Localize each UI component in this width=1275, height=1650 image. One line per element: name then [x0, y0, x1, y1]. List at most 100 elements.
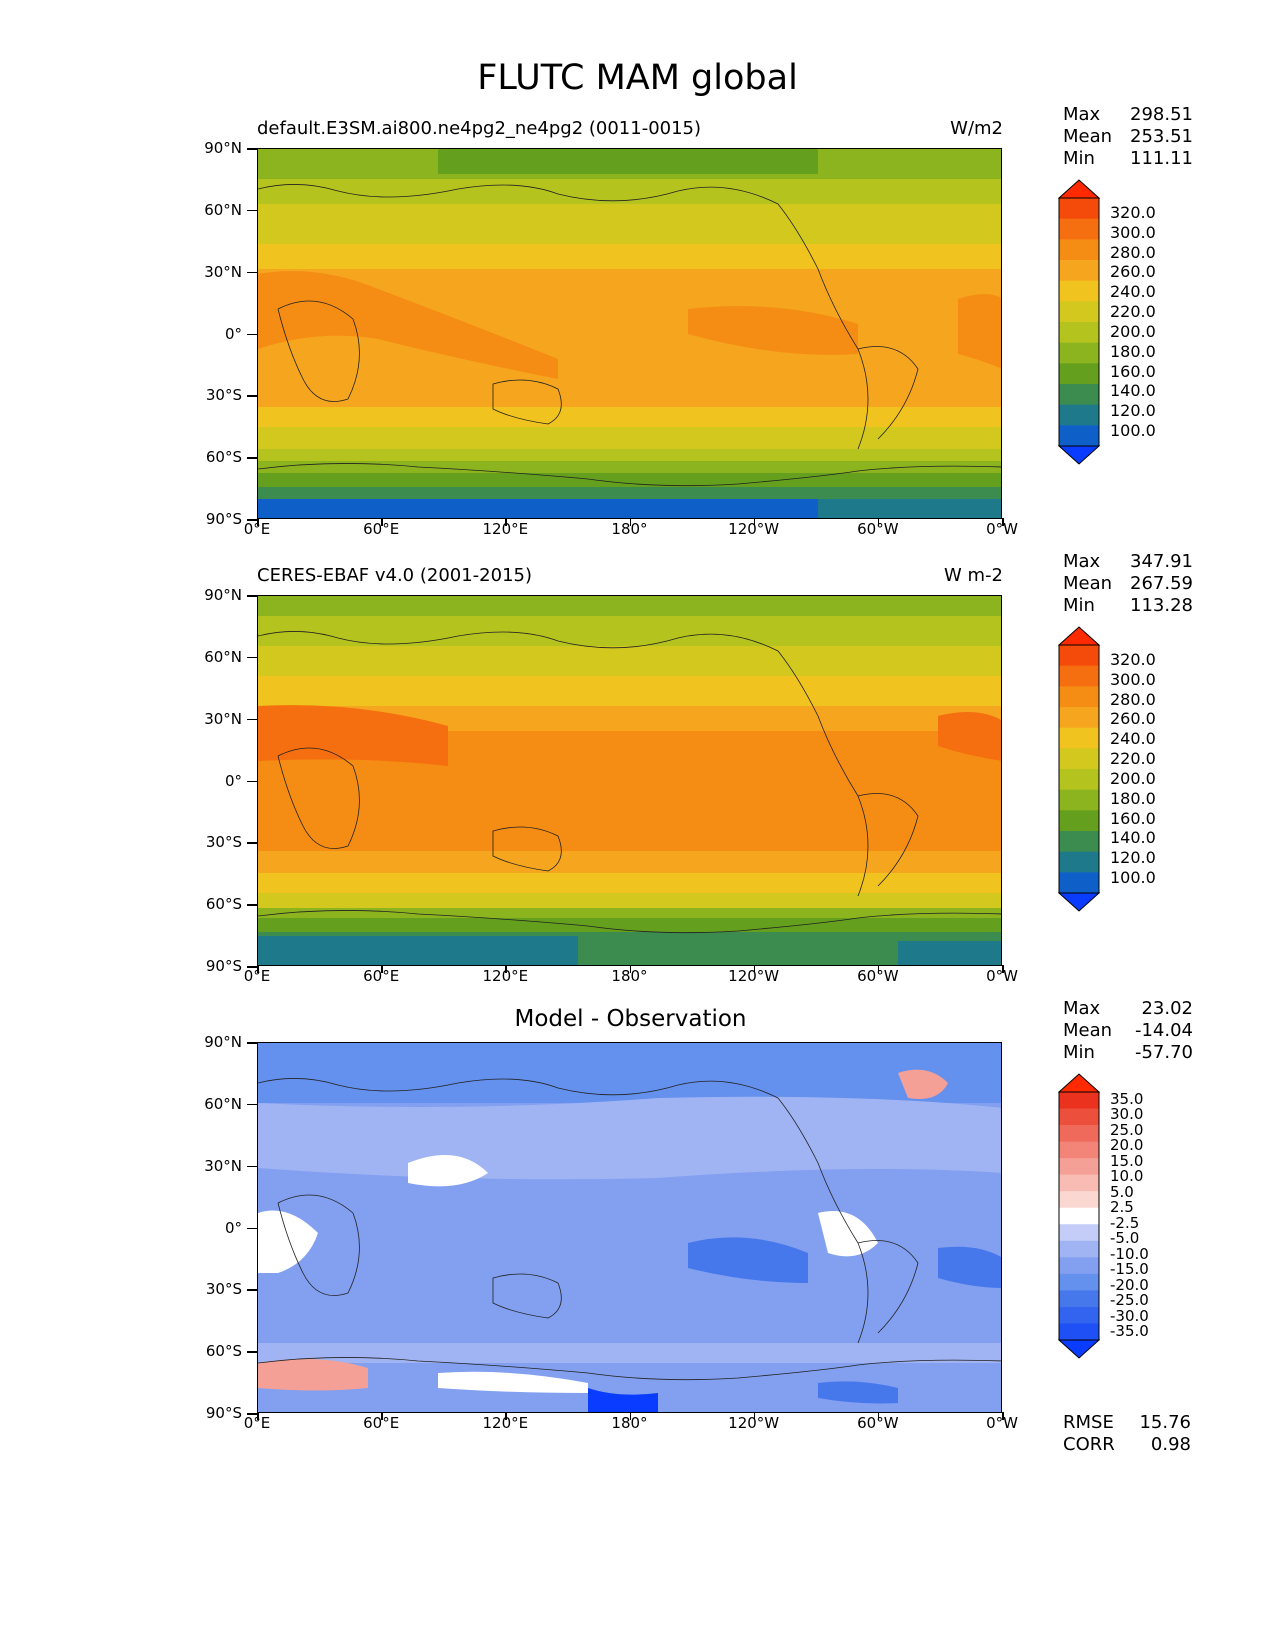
colorbar-tick-label: -30.0 — [1110, 1306, 1149, 1325]
lat-tick-label: 0° — [224, 771, 242, 790]
lon-tick — [381, 518, 383, 526]
metric-value: 15.76 — [1139, 1412, 1191, 1433]
colorbar-segment — [1059, 707, 1099, 729]
colorbar-tick-label: 180.0 — [1110, 788, 1156, 808]
colorbar-tick-label: 5.0 — [1110, 1182, 1134, 1201]
colorbar-max-extension — [1058, 1073, 1101, 1093]
lat-tick-label: 0° — [224, 1218, 242, 1237]
colorbar-tick-label: 15.0 — [1110, 1151, 1144, 1170]
colorbar-outline — [1058, 644, 1100, 894]
lat-tick-label: 0° — [224, 324, 242, 343]
lat-tick — [247, 1165, 257, 1168]
lon-tick — [877, 1412, 880, 1420]
lat-tick — [247, 966, 257, 968]
lat-tick-label: 30°N — [204, 709, 242, 728]
colorbar-segment — [1059, 198, 1099, 220]
metric-label: RMSE — [1063, 1412, 1114, 1433]
panel-left-label: default.E3SM.ai800.ne4pg2_ne4pg2 (0011-0… — [257, 118, 702, 139]
stat-label: Max — [1063, 104, 1101, 125]
lon-tick-label: 120°E — [482, 520, 529, 538]
stats-block: Max 347.91 Mean 267.59 Min 113.28 — [1063, 551, 1193, 617]
colorbar-tick-label: 180.0 — [1110, 341, 1156, 361]
colorbar-tick-label: 240.0 — [1110, 282, 1156, 302]
map-model-field — [258, 149, 1001, 518]
lon-tick — [257, 965, 259, 973]
colorbar-tick-label: -15.0 — [1110, 1260, 1149, 1279]
colorbar-tick-label: 120.0 — [1110, 848, 1156, 868]
lon-tick-label: 0°E — [243, 1414, 271, 1432]
colorbar-segment — [1059, 831, 1099, 853]
colorbar-segment — [1059, 1224, 1099, 1242]
stat-label: Max — [1063, 998, 1101, 1019]
colorbar-segment — [1059, 810, 1099, 832]
colorbar-segment — [1059, 748, 1099, 770]
stat-value: 111.11 — [1130, 148, 1193, 169]
colorbar-tick-label: 240.0 — [1110, 729, 1156, 749]
colorbar-segment — [1059, 851, 1099, 873]
panel-observation: CERES-EBAF v4.0 (2001-2015) W m-2 90°N 60… — [0, 551, 1275, 1005]
stat-label: Min — [1063, 148, 1095, 169]
stat-label: Min — [1063, 1042, 1095, 1063]
lat-tick-label: 90°S — [205, 957, 242, 975]
lat-tick-label: 30°N — [204, 262, 242, 281]
panel-center-label: Model - Observation — [514, 1006, 747, 1032]
colorbar-segment — [1059, 1092, 1099, 1110]
lon-tick — [877, 518, 880, 526]
lat-tick — [247, 842, 257, 844]
lon-tick-label: 120°E — [482, 1414, 529, 1432]
colorbar-max-extension — [1058, 626, 1101, 646]
lat-tick — [247, 333, 257, 335]
colorbar-tick-label: 100.0 — [1110, 421, 1156, 440]
lon-tick — [629, 965, 631, 973]
colorbar-tick-label: 320.0 — [1110, 650, 1156, 669]
colorbar-segment — [1059, 789, 1099, 811]
colorbar-tick-label: 260.0 — [1110, 709, 1156, 729]
lon-tick-label: 120°W — [728, 1414, 780, 1432]
colorbar-segment — [1059, 425, 1099, 447]
metrics-block: RMSE 15.76 CORR 0.98 — [1063, 1412, 1191, 1456]
lat-tick — [247, 656, 257, 659]
colorbar-tick-label: -10.0 — [1110, 1244, 1149, 1263]
lat-tick — [247, 271, 257, 274]
lat-tick — [247, 148, 257, 150]
colorbar-segment — [1059, 1290, 1099, 1308]
lon-tick-label: 60°E — [363, 520, 400, 538]
colorbar-segment — [1059, 1158, 1099, 1176]
panel-left-label: CERES-EBAF v4.0 (2001-2015) — [257, 565, 533, 586]
lat-tick — [247, 1351, 257, 1353]
colorbar-tick-label: 160.0 — [1110, 808, 1156, 828]
metric-value: 0.98 — [1150, 1434, 1191, 1455]
colorbar-tick-label: 30.0 — [1110, 1105, 1144, 1124]
lon-tick — [381, 965, 383, 973]
lat-tick — [247, 780, 257, 782]
lon-tick — [753, 1412, 756, 1420]
colorbar-segment — [1059, 686, 1099, 708]
stat-value: -14.04 — [1134, 1020, 1193, 1041]
colorbar-segment — [1059, 1323, 1099, 1341]
stat-label: Min — [1063, 595, 1095, 616]
colorbar-tick-label: -20.0 — [1110, 1275, 1149, 1294]
colorbar-segment — [1059, 280, 1099, 302]
map-observation-field — [258, 596, 1001, 965]
lon-tick — [753, 965, 756, 973]
lat-tick-label: 90°S — [205, 1404, 242, 1422]
lat-tick-label: 60°N — [204, 200, 242, 219]
colorbar-segment — [1059, 1240, 1099, 1258]
colorbar-tick-label: 35.0 — [1110, 1090, 1144, 1108]
lat-tick-label: 60°S — [205, 1342, 242, 1361]
lon-tick — [505, 1412, 507, 1420]
stat-label: Mean — [1063, 1020, 1113, 1041]
map-difference — [257, 1042, 1002, 1413]
map-model — [257, 148, 1002, 519]
colorbar-segment — [1059, 363, 1099, 385]
lon-tick — [381, 1412, 383, 1420]
colorbar-min-extension — [1058, 1339, 1101, 1359]
lon-tick — [877, 965, 880, 973]
lat-tick-label: 90°N — [204, 586, 242, 604]
colorbar-segment — [1059, 1257, 1099, 1275]
lat-tick-label: 30°S — [205, 833, 242, 852]
lat-tick — [247, 1103, 257, 1106]
colorbar-max-extension — [1058, 179, 1101, 199]
colorbar-segment — [1059, 665, 1099, 687]
lon-tick-label: 60°W — [857, 967, 899, 985]
